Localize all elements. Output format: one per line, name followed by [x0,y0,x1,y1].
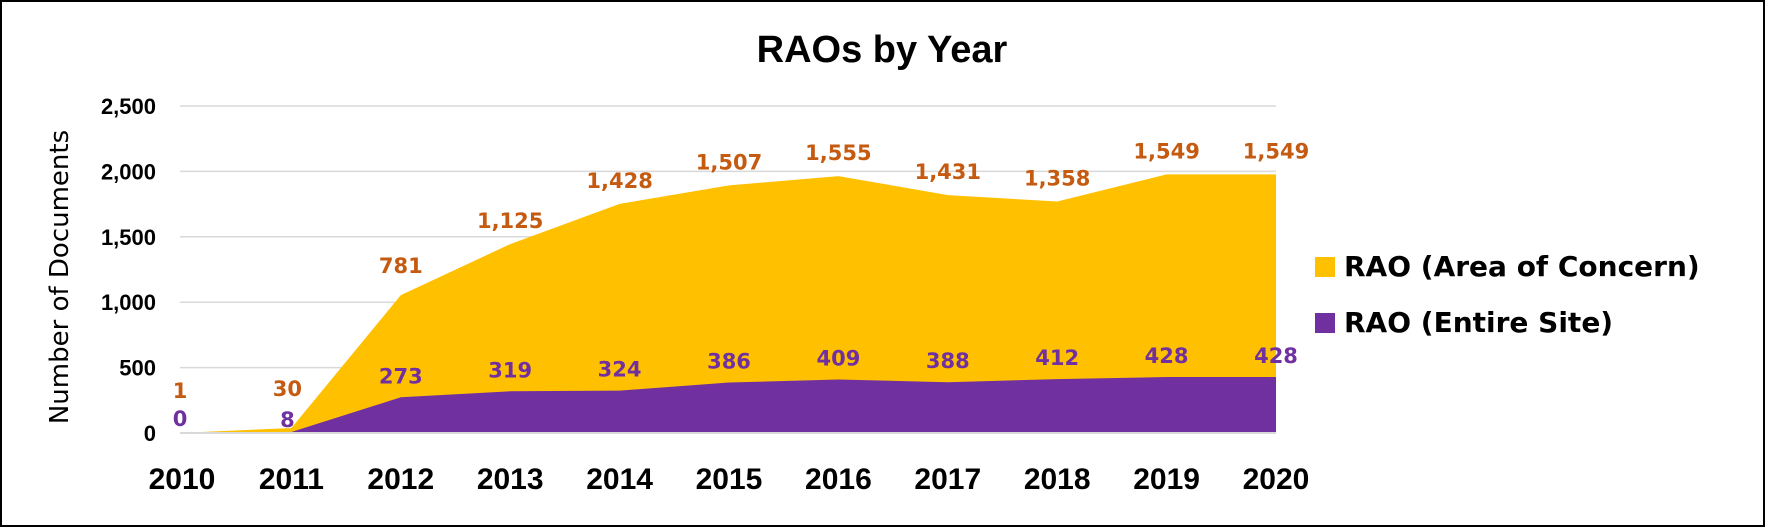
data-label-area-of-concern: 1,125 [477,209,543,233]
area-rao-entire-site [182,377,1276,433]
data-label-area-of-concern: 1,507 [696,150,762,174]
legend: RAO (Area of Concern) RAO (Entire Site) [1315,250,1700,339]
x-tick-label: 2019 [1133,463,1200,496]
data-label-entire-site: 319 [488,358,532,382]
data-label-entire-site: 386 [707,350,751,374]
y-tick-label: 1,500 [101,225,156,250]
legend-swatch [1315,313,1335,333]
data-label-area-of-concern: 1,428 [586,169,652,193]
x-tick-label: 2020 [1243,463,1310,496]
data-label-entire-site: 412 [1035,346,1079,370]
y-axis-label: Number of Documents [45,130,75,424]
x-tick-label: 2016 [805,463,872,496]
chart-title: RAOs by Year [757,29,1008,71]
data-label-entire-site: 428 [1145,344,1189,368]
data-label-area-of-concern: 30 [273,377,302,401]
x-tick-label: 2012 [367,463,434,496]
data-label-area-of-concern: 1,358 [1024,166,1090,190]
data-labels: 0 8 273 319 324 386 409 388 412 428 428 1 30 781 1,125… [173,139,1310,432]
data-label-area-of-concern: 1,549 [1133,139,1199,163]
y-tick-label: 500 [119,356,156,381]
y-tick-label: 0 [144,421,156,446]
legend-label: RAO (Entire Site) [1344,306,1613,339]
data-label-entire-site: 324 [598,358,642,382]
x-tick-label: 2015 [696,463,763,496]
data-label-area-of-concern: 1,431 [915,160,981,184]
x-tick-label: 2014 [586,463,653,496]
x-tick-label: 2010 [149,463,216,496]
area-rao-area-of-concern [182,174,1276,434]
area-series [182,174,1276,434]
data-label-entire-site: 273 [379,364,423,388]
data-label-entire-site: 388 [926,349,970,373]
legend-label: RAO (Area of Concern) [1344,250,1700,283]
y-tick-label: 2,500 [101,94,156,119]
tick-labels: 0 500 1,000 1,500 2,000 2,500 2010 2011 2012 2013… [101,94,1309,496]
x-tick-label: 2011 [259,463,324,496]
data-label-area-of-concern: 1,555 [805,141,871,165]
x-tick-label: 2013 [477,463,544,496]
y-tick-label: 2,000 [101,159,156,184]
x-tick-label: 2017 [914,463,981,496]
data-label-area-of-concern: 1,549 [1243,139,1309,163]
y-tick-label: 1,000 [101,290,156,315]
data-label-entire-site: 8 [280,408,295,432]
data-label-area-of-concern: 781 [379,254,423,278]
x-tick-label: 2018 [1024,463,1091,496]
data-label-entire-site: 428 [1254,344,1298,368]
legend-swatch [1315,257,1335,277]
data-label-entire-site: 0 [173,407,188,431]
data-label-entire-site: 409 [816,347,860,371]
data-label-area-of-concern: 1 [173,379,188,403]
